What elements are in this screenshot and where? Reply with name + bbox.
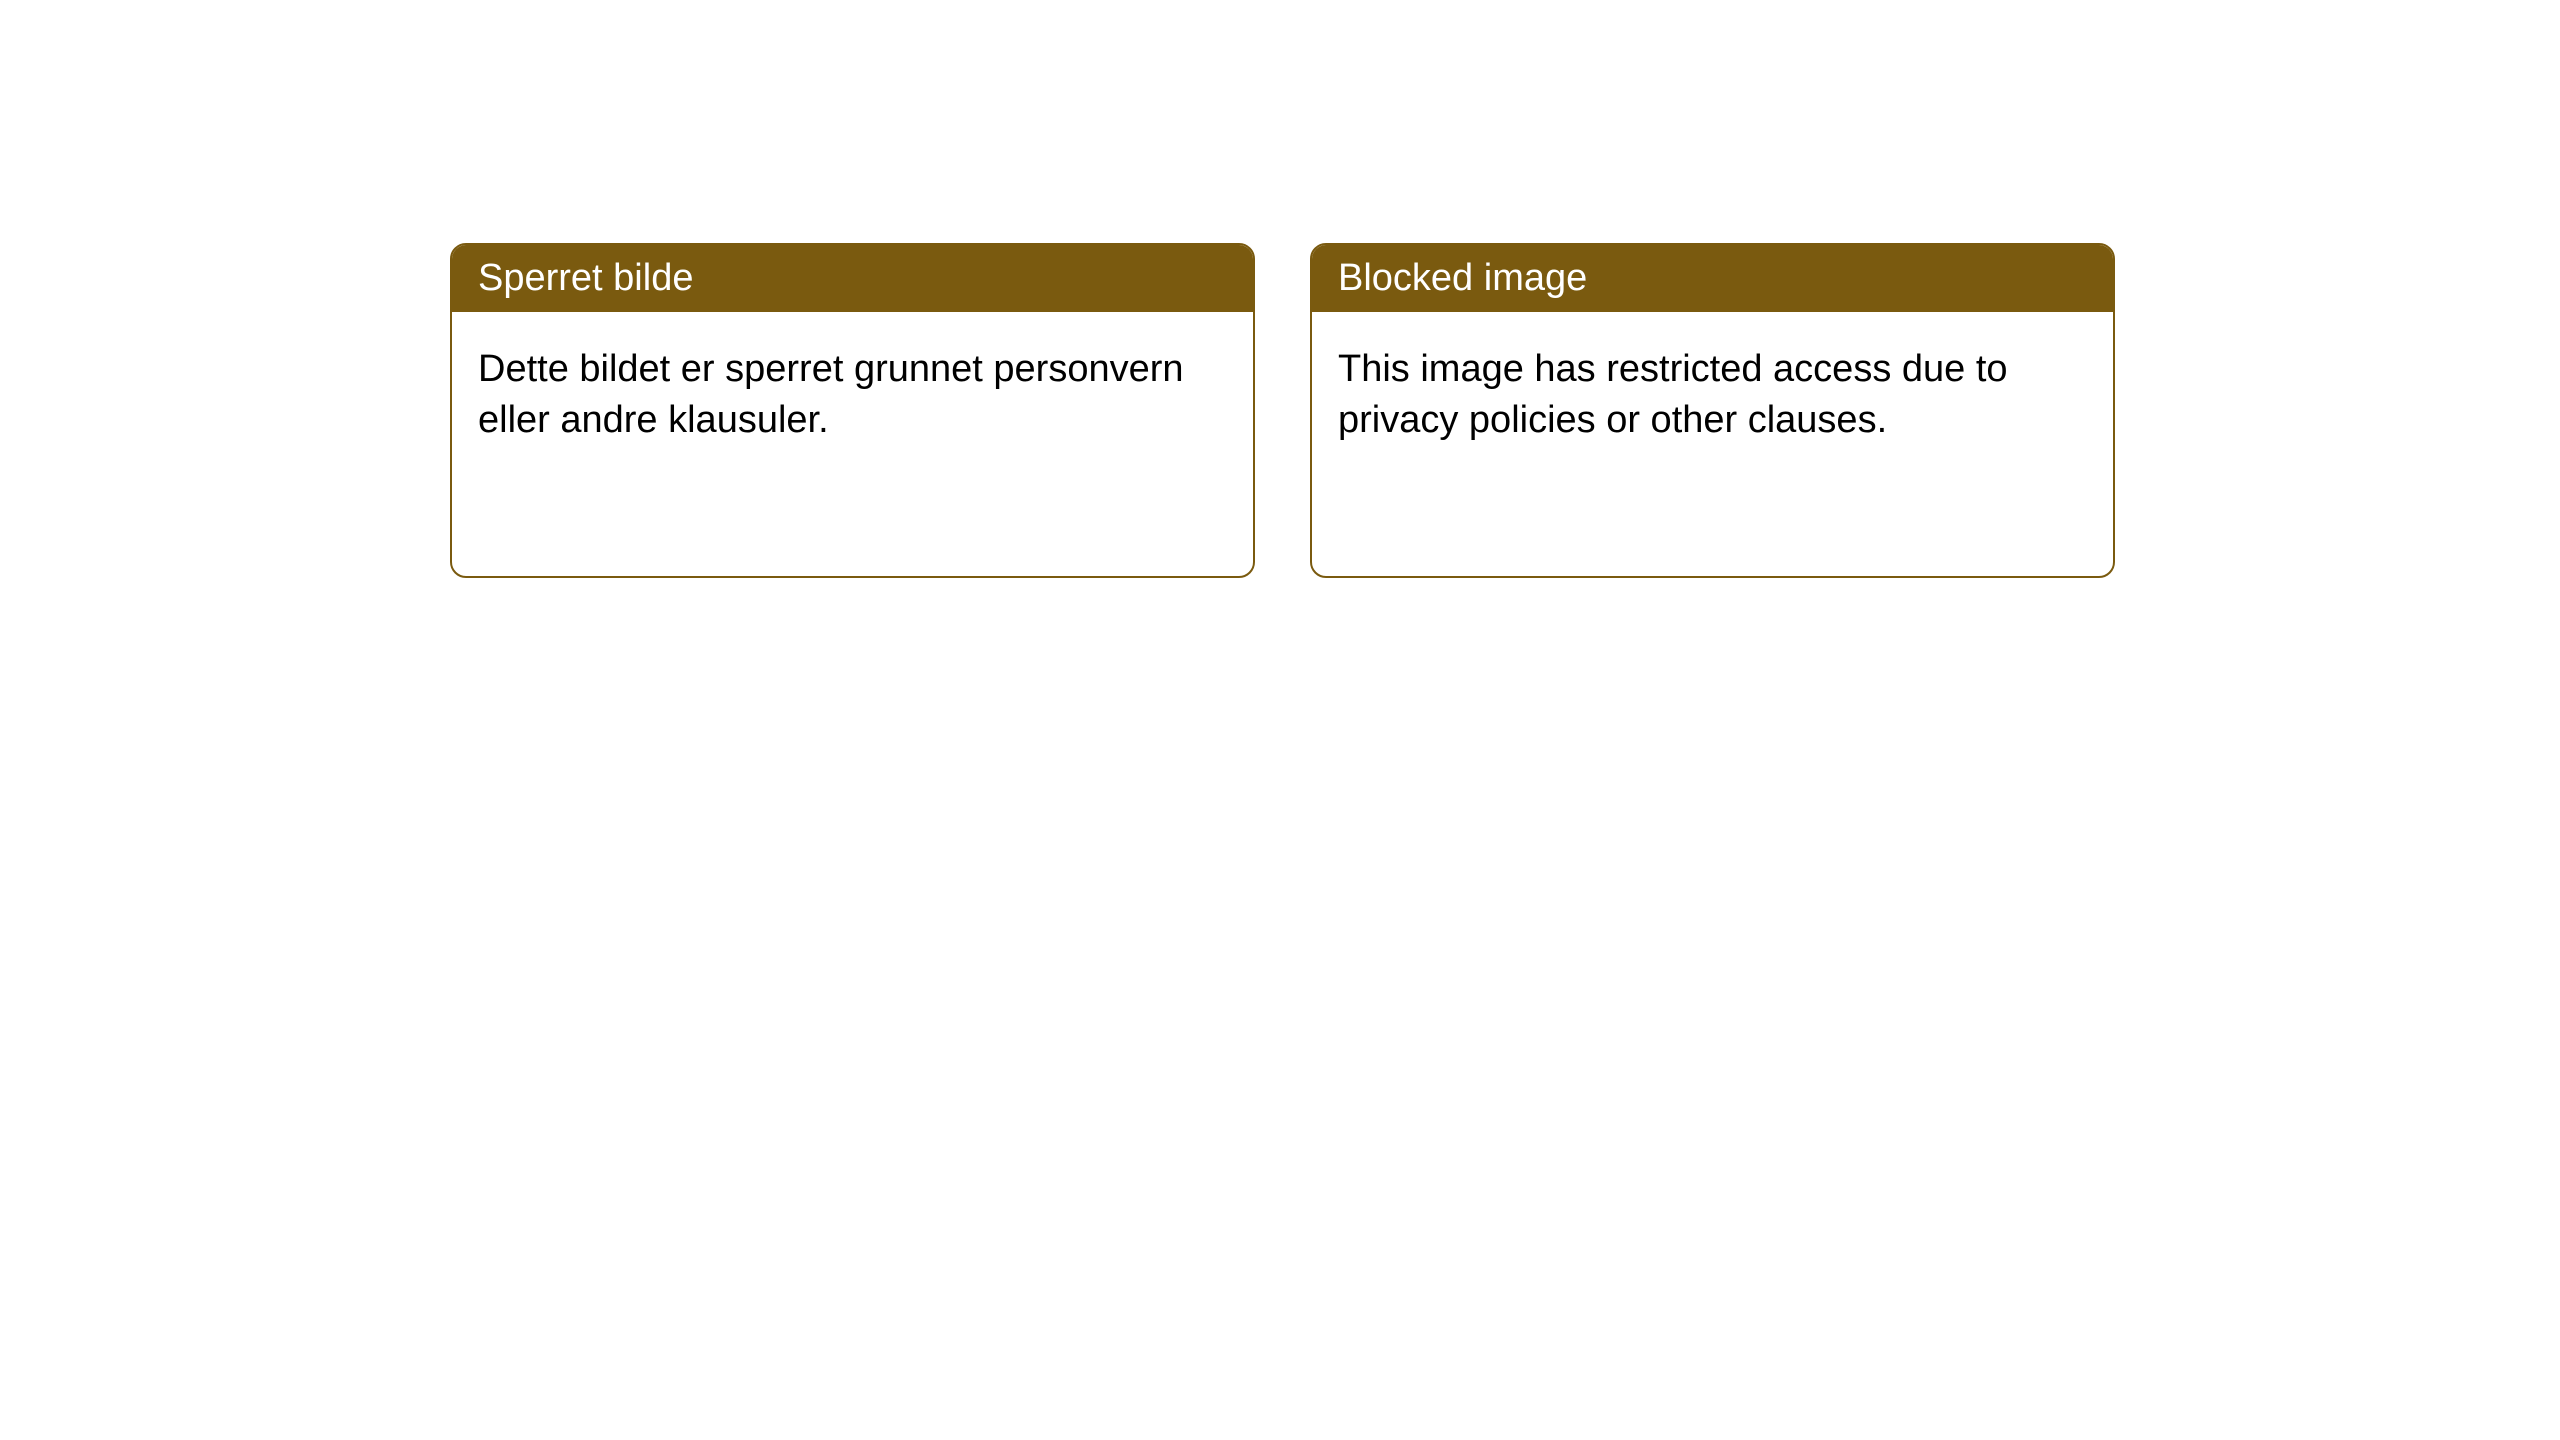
notice-title: Blocked image [1312, 245, 2113, 312]
notice-body: Dette bildet er sperret grunnet personve… [452, 312, 1253, 479]
notice-title: Sperret bilde [452, 245, 1253, 312]
notice-container: Sperret bilde Dette bildet er sperret gr… [0, 0, 2560, 578]
notice-card-norwegian: Sperret bilde Dette bildet er sperret gr… [450, 243, 1255, 578]
notice-body: This image has restricted access due to … [1312, 312, 2113, 479]
notice-card-english: Blocked image This image has restricted … [1310, 243, 2115, 578]
